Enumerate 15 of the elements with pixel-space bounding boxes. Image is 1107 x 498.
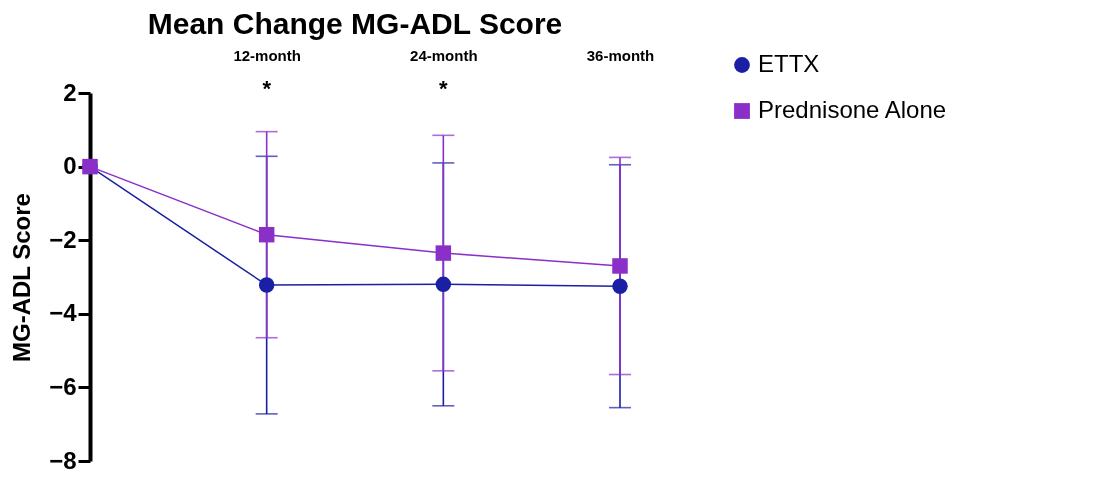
y-tick-label: −6 xyxy=(49,372,77,400)
x-tick-label: 12-month xyxy=(233,46,301,64)
annotation: * xyxy=(262,76,272,101)
x-tick-label: 36-month xyxy=(586,46,655,64)
y-tick-label: 2 xyxy=(63,78,77,106)
y-tick-label: −8 xyxy=(49,446,77,474)
legend-label: ETTX xyxy=(758,50,820,77)
y-tick-label: 0 xyxy=(63,152,77,180)
y-tick-label: −4 xyxy=(49,299,78,327)
legend-label: Prednisone Alone xyxy=(758,96,947,123)
x-tick-label: 24-month xyxy=(410,46,478,64)
y-axis-title: MG-ADL Score xyxy=(8,193,36,362)
y-tick-label: −2 xyxy=(49,225,77,253)
chart-title: Mean Change MG-ADL Score xyxy=(147,7,563,40)
annotation: * xyxy=(439,76,449,101)
